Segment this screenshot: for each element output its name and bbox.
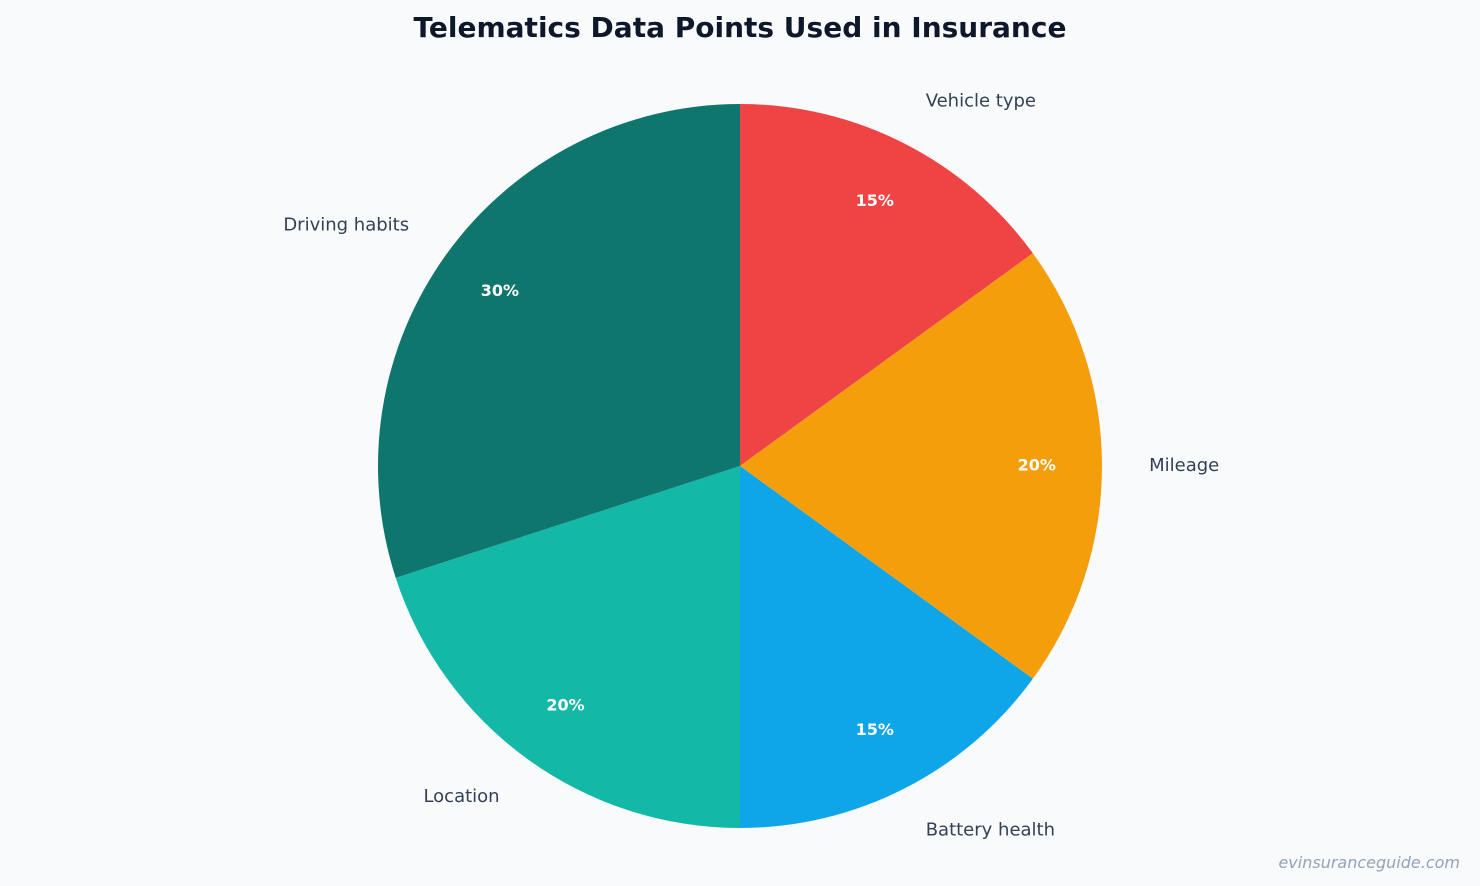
slice-label-mileage: Mileage bbox=[1149, 455, 1219, 476]
pie-slice-driving-habits bbox=[378, 104, 740, 578]
slice-label-location: Location bbox=[423, 786, 499, 807]
watermark: evinsuranceguide.com bbox=[1278, 853, 1460, 872]
slice-percent-battery-health: 15% bbox=[856, 720, 894, 739]
pie-labels: Vehicle type 15% Mileage 20% Battery health 1… bbox=[283, 91, 1219, 841]
pie-slices bbox=[378, 104, 1102, 828]
slice-percent-vehicle-type: 15% bbox=[856, 191, 894, 210]
pie-slice-vehicle-type bbox=[740, 104, 1033, 466]
slice-percent-mileage: 20% bbox=[1018, 456, 1056, 475]
chart-title: Telematics Data Points Used in Insurance bbox=[414, 11, 1067, 44]
pie-slice-battery-health bbox=[740, 466, 1033, 828]
slice-percent-location: 20% bbox=[546, 696, 584, 715]
slice-label-battery-health: Battery health bbox=[926, 820, 1055, 841]
pie-slice-location bbox=[395, 466, 740, 828]
slice-percent-driving-habits: 30% bbox=[481, 281, 519, 300]
slice-label-driving-habits: Driving habits bbox=[283, 215, 409, 236]
slice-label-vehicle-type: Vehicle type bbox=[926, 91, 1036, 112]
pie-slice-mileage bbox=[740, 253, 1102, 679]
